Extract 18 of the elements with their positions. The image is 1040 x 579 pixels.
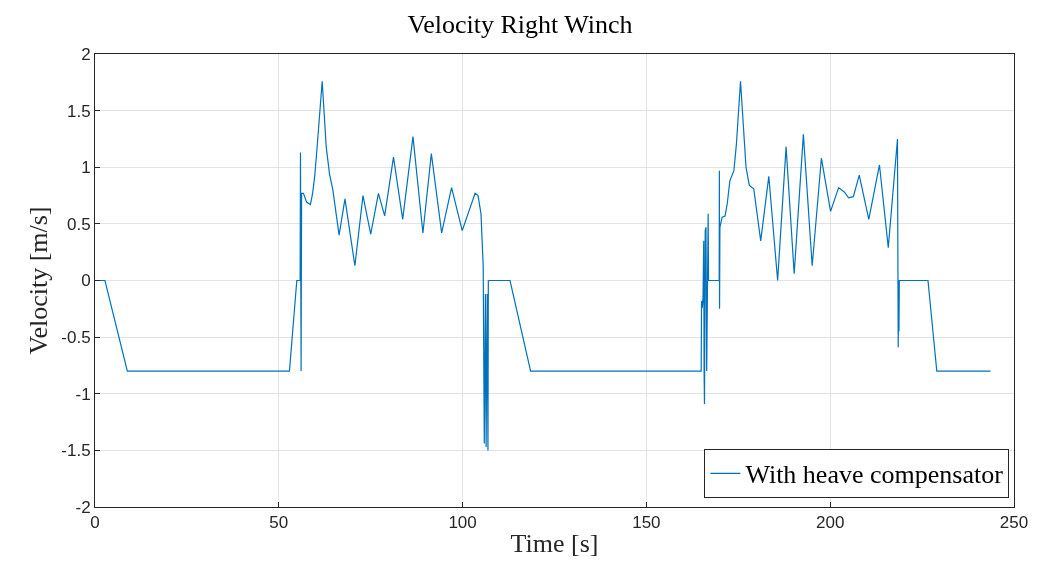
y-tick-label: -0.5 — [61, 328, 91, 348]
x-tick-label: 150 — [632, 513, 661, 533]
chart-title: Velocity Right Winch — [407, 9, 633, 39]
x-tick-label: 100 — [448, 513, 477, 533]
x-tick-label: 250 — [999, 513, 1029, 533]
y-tick-label: -2 — [75, 497, 91, 517]
y-tick-label: -1.5 — [61, 441, 91, 461]
y-axis-title: Velocity [m/s] — [23, 206, 53, 355]
y-tick-label: 1.5 — [66, 101, 91, 121]
y-tick-label: 1 — [81, 158, 91, 178]
x-tick-label: 50 — [269, 513, 289, 533]
y-tick-label: 2 — [81, 44, 91, 64]
x-tick-label: 200 — [816, 513, 845, 533]
x-axis-title: Time [s] — [510, 529, 599, 559]
y-tick-label: 0.5 — [66, 214, 91, 234]
y-tick-label: 0 — [81, 271, 91, 291]
legend-label: With heave compensator — [745, 460, 1004, 490]
y-tick-label: -1 — [75, 384, 91, 404]
